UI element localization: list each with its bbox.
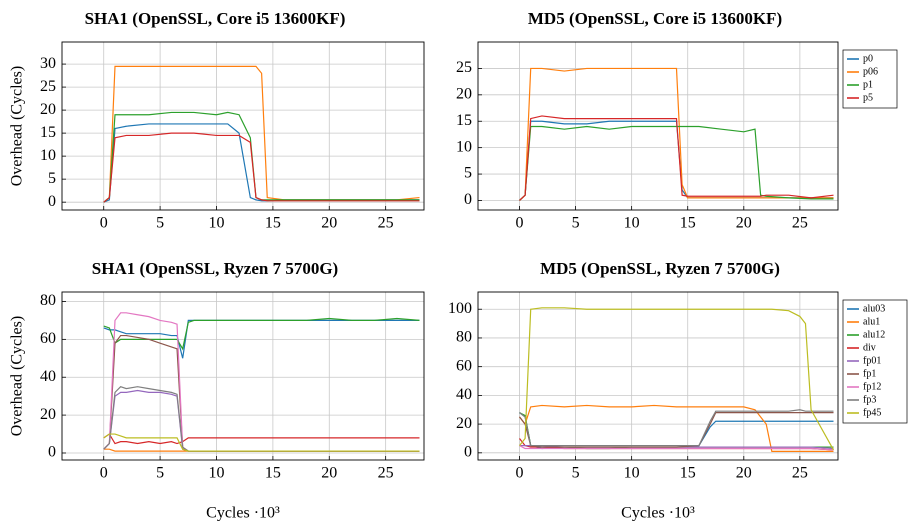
legend-label: fp1 xyxy=(863,368,876,379)
plot-frame xyxy=(477,291,839,461)
series-line xyxy=(103,433,420,445)
y-tick-label: 25 xyxy=(40,78,56,95)
legend-label: fp12 xyxy=(863,381,881,392)
legend-label: p1 xyxy=(863,79,873,90)
series-line xyxy=(519,307,835,451)
x-tick-label: 25 xyxy=(378,215,394,232)
series-line xyxy=(519,115,834,201)
series-line xyxy=(103,334,420,452)
y-tick-label: 40 xyxy=(40,368,56,385)
x-tick-label: 25 xyxy=(792,215,808,232)
x-tick-label: 10 xyxy=(624,465,640,482)
series-line xyxy=(519,125,834,201)
x-tick-label: 20 xyxy=(736,465,752,482)
plot-frame xyxy=(477,41,839,211)
legend-label: p5 xyxy=(863,92,873,103)
x-tick-label: 25 xyxy=(378,465,394,482)
series-line xyxy=(519,120,834,201)
y-tick-label: 60 xyxy=(40,330,56,347)
chart-title: MD5 (OpenSSL, Core i5 13600KF) xyxy=(528,9,782,28)
x-tick-label: 5 xyxy=(156,465,164,482)
x-tick-label: 20 xyxy=(321,465,337,482)
x-tick-label: 0 xyxy=(100,215,108,232)
series-line xyxy=(103,433,420,452)
y-tick-label: 100 xyxy=(448,300,472,317)
legend-label: alu03 xyxy=(863,303,885,314)
y-tick-label: 20 xyxy=(40,101,56,118)
x-tick-label: 10 xyxy=(208,215,224,232)
y-tick-label: 80 xyxy=(456,329,472,346)
x-tick-label: 5 xyxy=(572,215,580,232)
series-line xyxy=(519,67,834,201)
y-tick-label: 15 xyxy=(40,124,56,141)
y-tick-label: 10 xyxy=(456,138,472,155)
series-line xyxy=(103,111,420,203)
legend-label: fp01 xyxy=(863,355,881,366)
y-tick-label: 20 xyxy=(40,406,56,423)
y-tick-label: 20 xyxy=(456,86,472,103)
series-line xyxy=(103,132,420,203)
legend-label: alu1 xyxy=(863,316,880,327)
chart-title: SHA1 (OpenSSL, Core i5 13600KF) xyxy=(85,9,346,28)
legend-label: fp3 xyxy=(863,394,876,405)
x-tick-label: 0 xyxy=(100,465,108,482)
x-axis-label: Cycles ·10³ xyxy=(206,505,280,522)
y-axis-label: Overhead (Cycles) xyxy=(9,66,26,186)
y-tick-label: 0 xyxy=(464,443,472,460)
series-line xyxy=(519,404,834,452)
y-tick-label: 5 xyxy=(464,165,472,182)
series-line xyxy=(103,319,420,359)
y-tick-label: 15 xyxy=(456,112,472,129)
x-tick-label: 15 xyxy=(680,215,696,232)
x-tick-label: 5 xyxy=(572,465,580,482)
y-tick-label: 40 xyxy=(456,386,472,403)
chart-title: MD5 (OpenSSL, Ryzen 7 5700G) xyxy=(540,259,780,278)
x-tick-label: 10 xyxy=(624,215,640,232)
legend-label: p06 xyxy=(863,66,878,77)
x-tick-label: 15 xyxy=(265,215,281,232)
legend-label: div xyxy=(863,342,876,353)
x-tick-label: 5 xyxy=(156,215,164,232)
chart-title: SHA1 (OpenSSL, Ryzen 7 5700G) xyxy=(92,259,338,278)
x-tick-label: 15 xyxy=(265,465,281,482)
y-tick-label: 60 xyxy=(456,357,472,374)
legend-label: fp45 xyxy=(863,407,881,418)
x-tick-label: 0 xyxy=(515,215,523,232)
plot-frame xyxy=(61,41,425,211)
x-axis-label: Cycles ·10³ xyxy=(621,505,695,522)
y-tick-label: 25 xyxy=(456,59,472,76)
x-tick-label: 20 xyxy=(736,215,752,232)
series-line xyxy=(519,412,834,450)
y-tick-label: 30 xyxy=(40,55,56,72)
x-tick-label: 0 xyxy=(515,465,523,482)
legend-label: p0 xyxy=(863,53,873,64)
y-tick-label: 0 xyxy=(48,444,56,461)
y-tick-label: 0 xyxy=(464,191,472,208)
legend-label: alu12 xyxy=(863,329,885,340)
y-tick-label: 5 xyxy=(48,170,56,187)
x-tick-label: 10 xyxy=(208,465,224,482)
series-line xyxy=(103,317,420,351)
y-axis-label: Overhead (Cycles) xyxy=(9,316,26,436)
series-line xyxy=(519,409,834,447)
x-tick-label: 20 xyxy=(321,215,337,232)
series-line xyxy=(519,412,834,448)
y-tick-label: 20 xyxy=(456,415,472,432)
plot-frame xyxy=(61,291,425,461)
series-line xyxy=(519,412,834,450)
y-tick-label: 10 xyxy=(40,147,56,164)
y-tick-label: 0 xyxy=(48,193,56,210)
x-tick-label: 15 xyxy=(680,465,696,482)
y-tick-label: 80 xyxy=(40,292,56,309)
x-tick-label: 25 xyxy=(792,465,808,482)
series-line xyxy=(519,445,834,451)
